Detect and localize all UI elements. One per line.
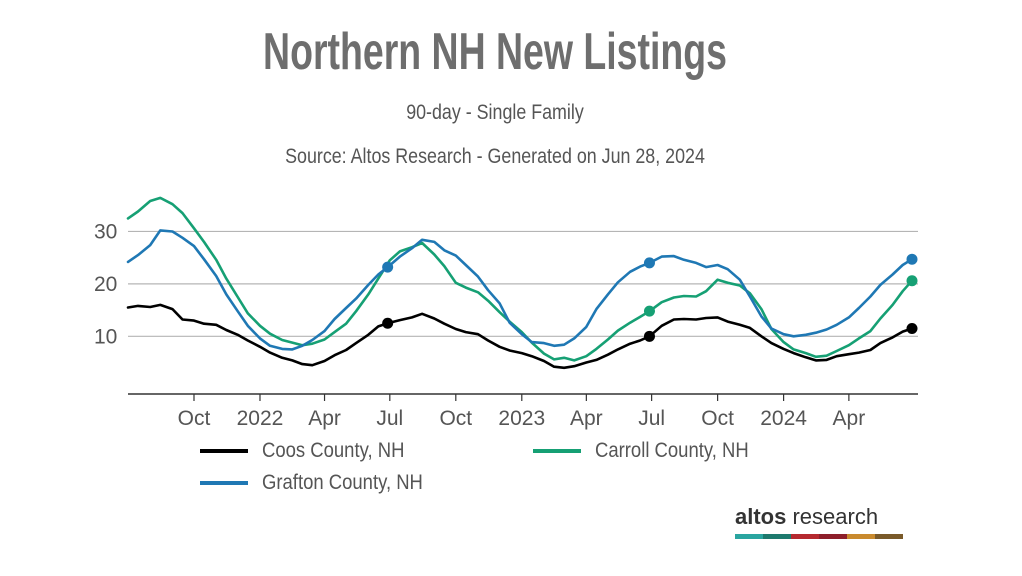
series-marker-grafton-2022-06-28	[382, 261, 394, 273]
y-tick-label-30: 30	[94, 220, 117, 243]
brand-name-rest: research	[786, 504, 879, 529]
legend-swatch-carroll	[533, 449, 581, 453]
legend-swatch-coos	[200, 449, 248, 453]
tick-labels: 10 20 30 Oct 2022 Apr Jul Oct 2023 Apr Jul Oct 2024 A…	[94, 220, 865, 430]
brand-bar-segment-3	[819, 534, 847, 539]
brand-bar-segment-4	[847, 534, 875, 539]
legend-swatch-grafton	[200, 481, 248, 485]
x-tick-label-10: Apr	[833, 407, 866, 430]
brand-name-bold: altos	[735, 504, 787, 529]
x-tick-label-6: Apr	[570, 407, 603, 430]
series-marker-coos-2024-06-28	[906, 322, 918, 334]
series-line-carroll	[126, 196, 914, 362]
series-lines	[126, 196, 914, 370]
series-marker-grafton-2024-06-28	[906, 253, 918, 265]
legend-item-grafton: Grafton County, NH	[200, 468, 445, 498]
brand-bar-segment-1	[763, 534, 791, 539]
x-tick-label-1: 2022	[237, 407, 284, 430]
y-tick-label-20: 20	[94, 273, 117, 296]
grid-lines	[128, 230, 918, 337]
series-marker-carroll-2024-06-28	[906, 275, 918, 287]
series-marker-carroll-2023-06-28	[643, 305, 655, 317]
brand-bar-segment-5	[875, 534, 903, 539]
legend: Coos County, NH Carroll County, NH Graft…	[0, 436, 1022, 506]
chart-subtitle: 90-day - Single Family	[406, 101, 584, 124]
x-tick-label-9: 2024	[760, 407, 807, 430]
brand-bar-segment-0	[735, 534, 763, 539]
y-tick-label-10: 10	[94, 325, 117, 348]
chart-source: Source: Altos Research - Generated on Ju…	[285, 145, 705, 168]
x-tick-label-8: Oct	[701, 407, 734, 430]
series-line-coos	[126, 303, 914, 370]
x-tick-label-5: 2023	[498, 407, 545, 430]
legend-label-carroll: Carroll County, NH	[595, 439, 749, 462]
brand-color-bar	[735, 534, 903, 539]
legend-item-coos: Coos County, NH	[200, 436, 424, 466]
series-marker-grafton-2023-06-28	[643, 257, 655, 269]
legend-label-grafton: Grafton County, NH	[262, 471, 423, 494]
axes	[128, 393, 918, 401]
series-markers	[382, 253, 918, 342]
x-tick-label-4: Oct	[439, 407, 472, 430]
x-tick-label-3: Jul	[376, 407, 403, 430]
series-line-grafton	[126, 229, 914, 351]
series-marker-coos-2023-06-28	[643, 330, 655, 342]
x-tick-label-0: Oct	[178, 407, 211, 430]
altos-research-logo: altos research	[735, 504, 905, 544]
chart-title: Northern NH New Listings	[263, 23, 727, 81]
legend-label-coos: Coos County, NH	[262, 439, 405, 462]
series-marker-coos-2022-06-28	[382, 317, 394, 329]
x-tick-label-2: Apr	[308, 407, 341, 430]
legend-item-carroll: Carroll County, NH	[533, 436, 770, 466]
brand-name: altos research	[735, 504, 878, 530]
brand-bar-segment-2	[791, 534, 819, 539]
x-tick-label-7: Jul	[638, 407, 665, 430]
